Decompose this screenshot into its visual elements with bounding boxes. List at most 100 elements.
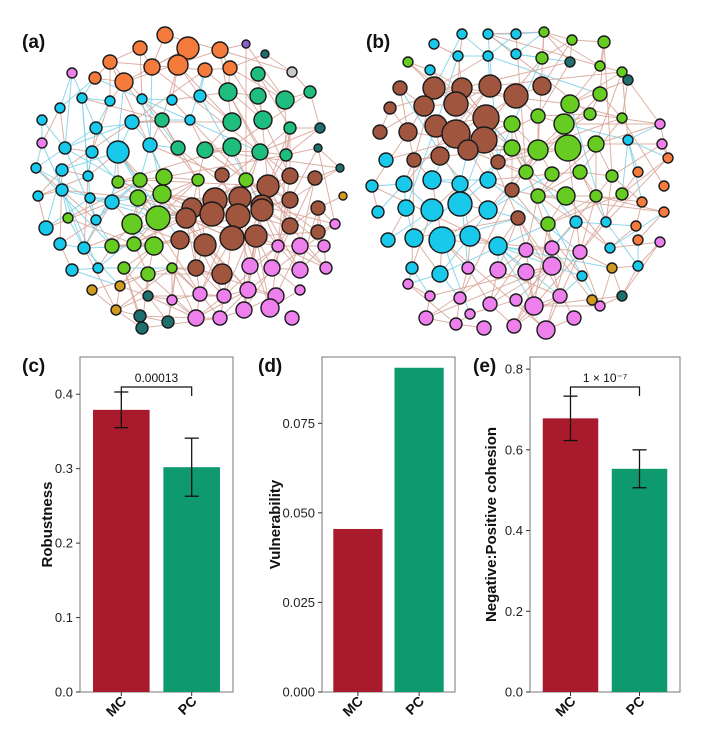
y-tick-label: 0.2	[505, 604, 523, 619]
network-node	[176, 36, 200, 60]
network-edge	[621, 157, 669, 195]
network-node	[510, 48, 522, 60]
network-node	[365, 179, 379, 193]
network-node	[616, 66, 628, 78]
significance-bracket	[569, 386, 641, 396]
network-edge	[195, 267, 277, 297]
network-node	[193, 233, 217, 257]
network-node	[241, 39, 251, 49]
network-edge	[131, 223, 201, 295]
network-node	[395, 175, 413, 193]
network-node	[654, 118, 666, 130]
bar-mc	[93, 409, 150, 692]
network-node	[478, 200, 498, 220]
network-node	[294, 284, 306, 296]
network-edge	[405, 125, 437, 209]
network-node	[615, 187, 629, 201]
network-node	[456, 28, 468, 40]
network-node	[552, 288, 568, 304]
network-node	[155, 168, 173, 186]
network-node	[656, 138, 668, 150]
network-node	[535, 51, 549, 65]
network-node	[527, 139, 549, 161]
panel-label-a: (a)	[22, 32, 45, 53]
network-node	[197, 62, 213, 78]
x-tick-label-mc: MC	[103, 693, 130, 720]
network-node	[536, 320, 556, 340]
network-node	[249, 87, 267, 105]
network-edge	[195, 289, 249, 319]
network-node	[142, 290, 154, 302]
network-b-nodes	[365, 26, 674, 340]
bar-mc	[333, 528, 383, 692]
network-node	[372, 124, 388, 140]
network-node	[154, 112, 170, 128]
network-node	[152, 184, 172, 204]
network-node	[281, 167, 299, 185]
y-tick-label: 0.025	[282, 595, 315, 610]
y-tick-label: 0.000	[282, 685, 315, 700]
network-node	[317, 239, 331, 253]
network-edge	[525, 195, 539, 251]
network-node	[459, 225, 481, 247]
network-edge	[605, 221, 639, 267]
y-tick-label: 0.050	[282, 505, 315, 520]
network-node	[314, 122, 326, 134]
network-edge	[609, 241, 661, 249]
network-node	[319, 261, 333, 275]
panel-label-b: (b)	[366, 32, 390, 53]
network-edge	[261, 205, 336, 225]
network-node	[461, 261, 475, 275]
network-node	[510, 28, 522, 40]
network-node	[121, 213, 143, 235]
network-node	[30, 162, 42, 174]
network-node	[86, 284, 98, 296]
network-node	[530, 108, 546, 124]
network-node	[263, 259, 281, 277]
network-node	[452, 50, 464, 62]
network-node	[114, 72, 134, 92]
network-edge	[533, 221, 607, 307]
network-node	[383, 101, 397, 115]
network-node	[222, 60, 238, 76]
network-node	[540, 216, 556, 232]
network-node	[284, 310, 300, 326]
network-node	[193, 89, 207, 103]
network-edge	[171, 267, 197, 319]
network-edge	[487, 55, 601, 95]
network-node	[256, 174, 280, 198]
network-edge	[149, 66, 153, 146]
network-node	[133, 309, 147, 323]
network-node	[142, 137, 158, 153]
network-node	[192, 286, 208, 302]
network-edge	[487, 33, 517, 57]
network-node	[658, 180, 670, 192]
network-edge	[497, 161, 567, 197]
network-edge	[123, 81, 199, 181]
network-node	[503, 139, 521, 157]
network-node	[518, 164, 534, 180]
network-edge	[621, 117, 665, 187]
network-node	[187, 259, 205, 277]
network-edge	[59, 77, 96, 109]
network-node	[604, 242, 616, 254]
network-node	[576, 270, 588, 282]
network-a-nodes	[30, 26, 348, 335]
network-node	[76, 92, 88, 104]
network-node	[566, 310, 582, 326]
network-node	[605, 169, 619, 183]
network-node	[479, 171, 497, 189]
x-tick-label-mc: MC	[339, 693, 366, 720]
network-node	[404, 228, 424, 248]
y-tick-label: 0.3	[55, 461, 73, 476]
network-node	[592, 86, 608, 102]
network-node	[241, 257, 259, 275]
network-a	[30, 26, 348, 335]
chart-vulnerability: 0.000 0.025 0.050 0.075 MC PC Vulnerability	[267, 356, 456, 720]
y-axis-label: Negative:Positive cohesion	[483, 427, 500, 622]
network-edge	[257, 73, 291, 129]
network-edge	[605, 157, 669, 223]
network-node	[82, 170, 94, 182]
network-edge	[255, 235, 327, 269]
network-node	[126, 236, 142, 252]
